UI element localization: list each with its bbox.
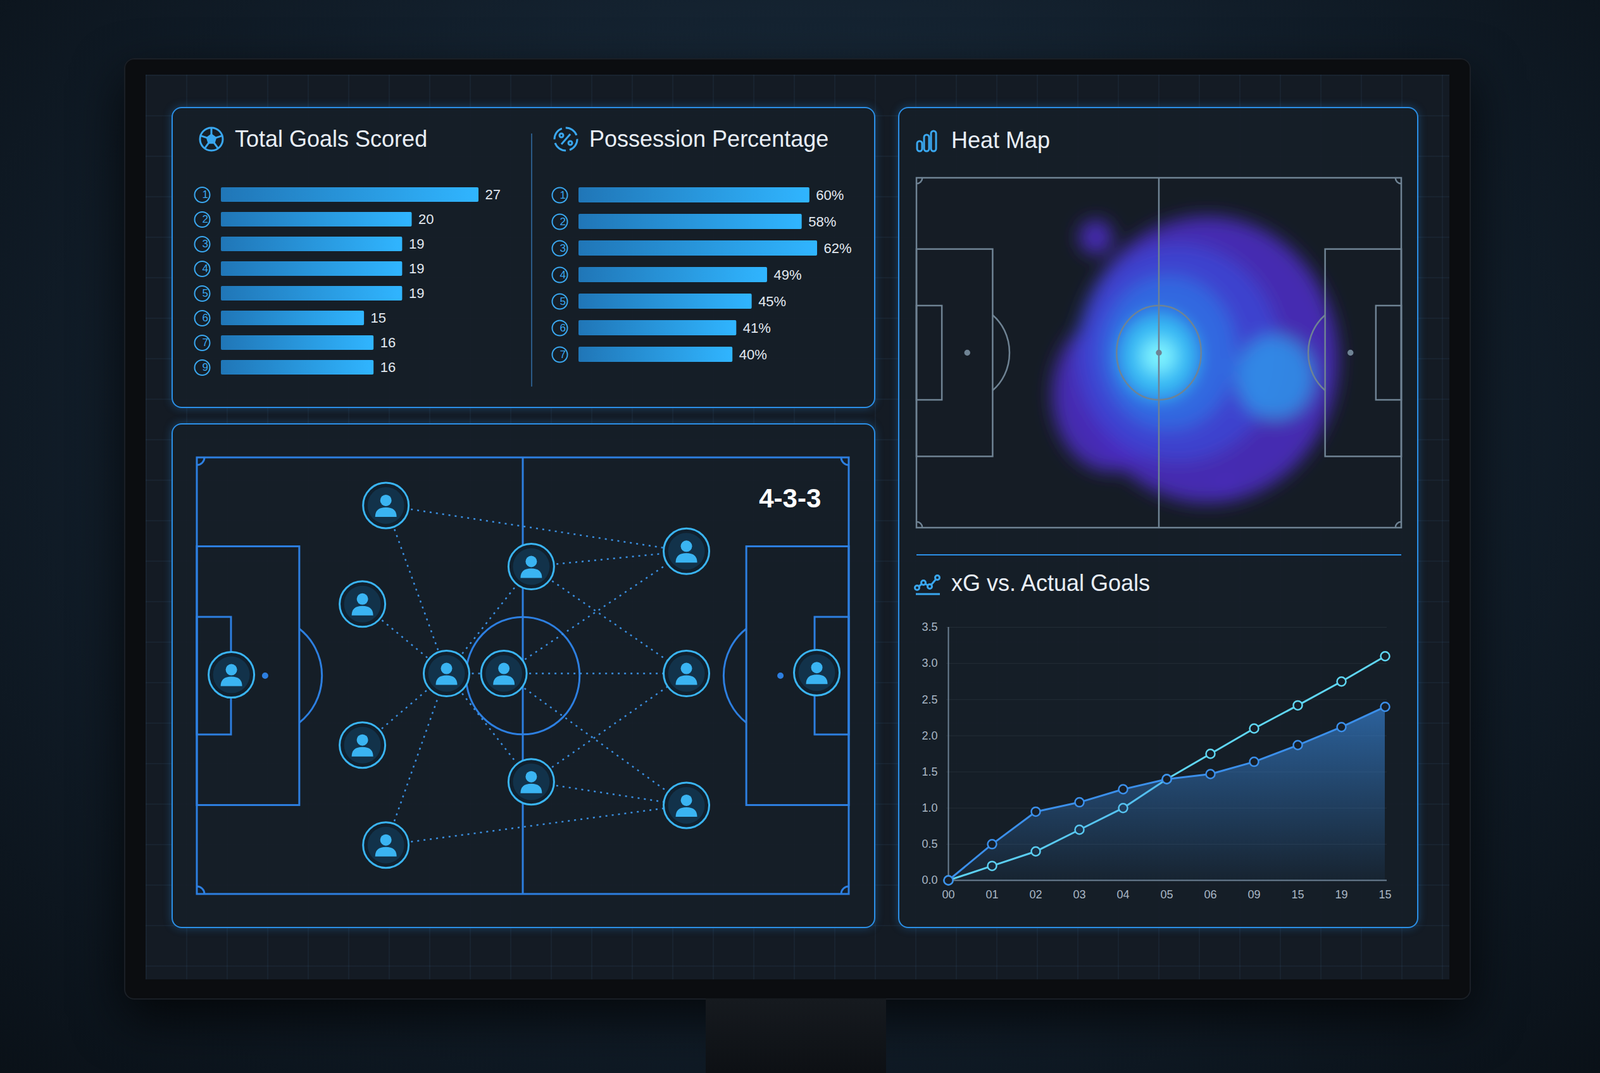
svg-text:2.0: 2.0 bbox=[921, 729, 938, 743]
svg-text:1: 1 bbox=[560, 189, 566, 202]
html-text:xG vs. Actual Goals: xG vs. Actual Goals bbox=[951, 570, 1151, 597]
svg-text:06: 06 bbox=[1203, 888, 1217, 902]
svg-text:19: 19 bbox=[408, 285, 425, 302]
svg-text:05: 05 bbox=[1160, 888, 1173, 902]
svg-text:3.5: 3.5 bbox=[921, 620, 938, 634]
svg-text:16: 16 bbox=[380, 359, 396, 376]
svg-text:4-3-3: 4-3-3 bbox=[758, 483, 821, 514]
svg-text:9: 9 bbox=[202, 361, 209, 374]
svg-text:27: 27 bbox=[485, 186, 501, 203]
svg-text:4: 4 bbox=[202, 262, 209, 275]
svg-text:60%: 60% bbox=[815, 187, 844, 204]
svg-text:19: 19 bbox=[408, 260, 425, 277]
svg-text:09: 09 bbox=[1247, 888, 1261, 902]
svg-text:15: 15 bbox=[370, 310, 387, 326]
svg-text:3.0: 3.0 bbox=[921, 656, 938, 670]
svg-text:1: 1 bbox=[202, 188, 209, 201]
svg-text:3: 3 bbox=[202, 237, 209, 250]
svg-text:00: 00 bbox=[941, 888, 955, 902]
svg-text:41%: 41% bbox=[743, 320, 771, 337]
html-text:Possession Percentage: Possession Percentage bbox=[589, 125, 829, 152]
svg-text:2.5: 2.5 bbox=[921, 693, 938, 707]
svg-text:0.5: 0.5 bbox=[921, 837, 938, 851]
svg-text:5: 5 bbox=[202, 287, 209, 300]
svg-text:62%: 62% bbox=[824, 240, 852, 257]
svg-text:45%: 45% bbox=[758, 293, 787, 310]
svg-text:5: 5 bbox=[560, 295, 566, 308]
svg-text:02: 02 bbox=[1029, 888, 1042, 902]
svg-text:1.0: 1.0 bbox=[921, 801, 938, 815]
svg-text:04: 04 bbox=[1116, 888, 1130, 902]
svg-text:7: 7 bbox=[560, 348, 566, 361]
svg-text:2: 2 bbox=[560, 215, 566, 228]
svg-text:58%: 58% bbox=[808, 213, 837, 230]
svg-text:01: 01 bbox=[985, 888, 999, 902]
svg-text:15: 15 bbox=[1378, 888, 1392, 902]
svg-text:1.5: 1.5 bbox=[921, 765, 938, 779]
html-text:Total Goals Scored: Total Goals Scored bbox=[234, 125, 428, 152]
svg-text:16: 16 bbox=[380, 334, 396, 351]
svg-text:19: 19 bbox=[408, 236, 425, 252]
svg-text:20: 20 bbox=[418, 211, 434, 228]
svg-text:6: 6 bbox=[202, 312, 209, 325]
svg-text:3: 3 bbox=[560, 242, 566, 255]
svg-text:15: 15 bbox=[1291, 888, 1304, 902]
svg-text:7: 7 bbox=[202, 336, 209, 349]
svg-text:40%: 40% bbox=[739, 346, 768, 363]
html-text:Heat Map: Heat Map bbox=[951, 127, 1051, 154]
svg-text:2: 2 bbox=[202, 213, 209, 226]
svg-text:19: 19 bbox=[1334, 888, 1348, 902]
svg-text:03: 03 bbox=[1072, 888, 1086, 902]
svg-text:6: 6 bbox=[560, 322, 566, 335]
svg-text:0.0: 0.0 bbox=[921, 874, 938, 887]
svg-text:4: 4 bbox=[560, 268, 566, 282]
svg-text:49%: 49% bbox=[773, 267, 802, 283]
